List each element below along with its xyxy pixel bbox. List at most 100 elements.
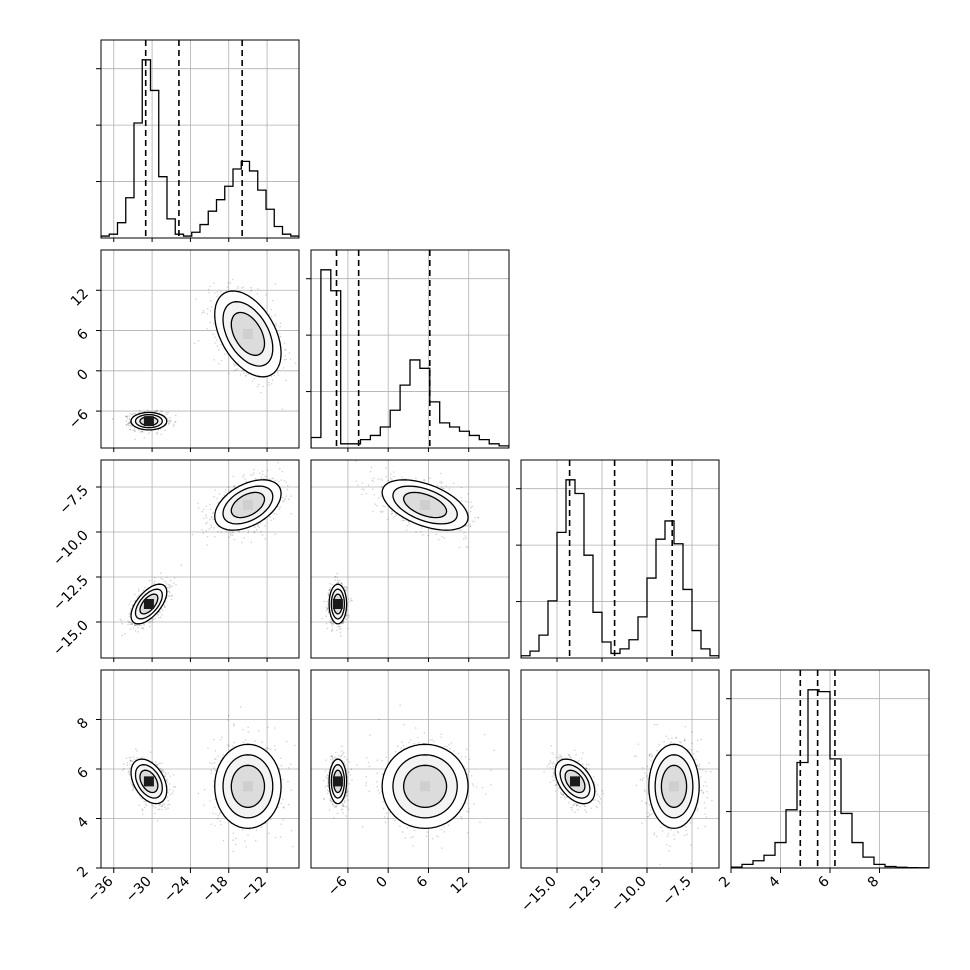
sample-point <box>277 374 280 376</box>
sample-point <box>340 627 342 630</box>
sample-point <box>260 391 262 394</box>
sample-point <box>285 348 287 351</box>
sample-point <box>247 373 250 376</box>
sample-point <box>257 523 259 526</box>
sample-point <box>170 419 172 422</box>
sample-point <box>210 524 212 527</box>
sample-point <box>167 422 170 425</box>
sample-point <box>171 594 173 597</box>
sample-point <box>201 528 203 531</box>
sample-point <box>155 410 158 413</box>
sample-point <box>168 419 171 422</box>
sample-point <box>191 533 194 536</box>
sample-point <box>334 579 336 581</box>
sample-point <box>327 593 330 595</box>
sample-point <box>229 531 231 533</box>
sample-point <box>245 374 247 376</box>
sample-point <box>154 410 157 413</box>
sample-point <box>406 524 408 527</box>
sample-point <box>271 379 274 381</box>
sample-point <box>250 286 252 289</box>
sample-point <box>374 503 377 505</box>
sample-point <box>127 423 129 426</box>
sample-point <box>212 511 215 514</box>
sample-point <box>209 508 212 511</box>
sample-point <box>270 519 272 522</box>
sample-point <box>326 600 329 603</box>
sample-point <box>129 413 131 415</box>
sample-point <box>338 581 340 584</box>
sample-point <box>278 508 281 511</box>
sample-point <box>327 594 330 596</box>
sample-point <box>440 486 443 488</box>
sample-point <box>152 618 154 621</box>
sample-point <box>129 621 131 624</box>
sample-point <box>213 527 215 529</box>
sample-point <box>279 333 281 335</box>
sample-point <box>161 578 164 581</box>
sample-point <box>129 623 132 626</box>
sample-point <box>232 532 234 534</box>
sample-point <box>471 505 474 508</box>
sample-point <box>327 611 330 614</box>
sample-point <box>227 281 230 284</box>
sample-point <box>325 606 328 608</box>
sample-point <box>261 470 264 473</box>
sample-point <box>151 620 154 623</box>
sample-point <box>458 546 461 549</box>
sample-point <box>203 508 205 511</box>
sample-point <box>129 422 131 424</box>
sample-point <box>467 493 470 495</box>
sample-point <box>270 315 273 318</box>
histogram-step <box>311 269 509 448</box>
sample-point <box>380 511 383 514</box>
sample-point <box>465 546 467 548</box>
sample-point <box>345 587 348 589</box>
sample-point <box>224 353 226 355</box>
sample-point <box>231 531 234 533</box>
sample-point <box>336 576 338 579</box>
sample-point <box>139 431 142 433</box>
sample-point <box>327 606 329 609</box>
sample-point <box>216 530 219 533</box>
sample-point <box>138 411 141 414</box>
sample-point <box>460 496 463 499</box>
sample-point <box>128 621 130 624</box>
sample-point <box>170 586 172 588</box>
sample-point <box>285 358 287 361</box>
sample-point <box>141 431 144 433</box>
sample-point <box>391 512 394 515</box>
sample-point <box>344 589 347 591</box>
sample-point <box>174 421 176 423</box>
sample-point <box>338 625 341 628</box>
sample-point <box>380 486 383 488</box>
sample-point <box>205 530 208 532</box>
sample-point <box>254 477 257 480</box>
sample-point <box>228 536 230 538</box>
sample-point <box>327 592 330 594</box>
sample-point <box>268 384 270 387</box>
sample-point <box>148 625 151 628</box>
sample-point <box>445 485 448 487</box>
sample-point <box>265 475 268 478</box>
sample-point <box>164 605 166 608</box>
sample-point <box>126 415 129 418</box>
sample-point <box>153 582 156 585</box>
sample-point <box>168 423 170 425</box>
sample-point <box>207 288 210 291</box>
sample-point <box>128 613 131 615</box>
sample-point <box>329 621 331 623</box>
sample-point <box>266 469 269 472</box>
sample-point <box>220 359 223 362</box>
sample-point <box>220 343 223 346</box>
sample-point <box>212 518 215 521</box>
sample-point <box>343 586 346 588</box>
sample-point <box>173 425 175 427</box>
sample-point <box>153 410 156 412</box>
sample-point <box>210 516 213 519</box>
sample-point <box>134 624 137 627</box>
density-core <box>143 599 154 609</box>
sample-point <box>328 588 331 591</box>
sample-point <box>128 419 131 421</box>
sample-point <box>332 622 335 624</box>
